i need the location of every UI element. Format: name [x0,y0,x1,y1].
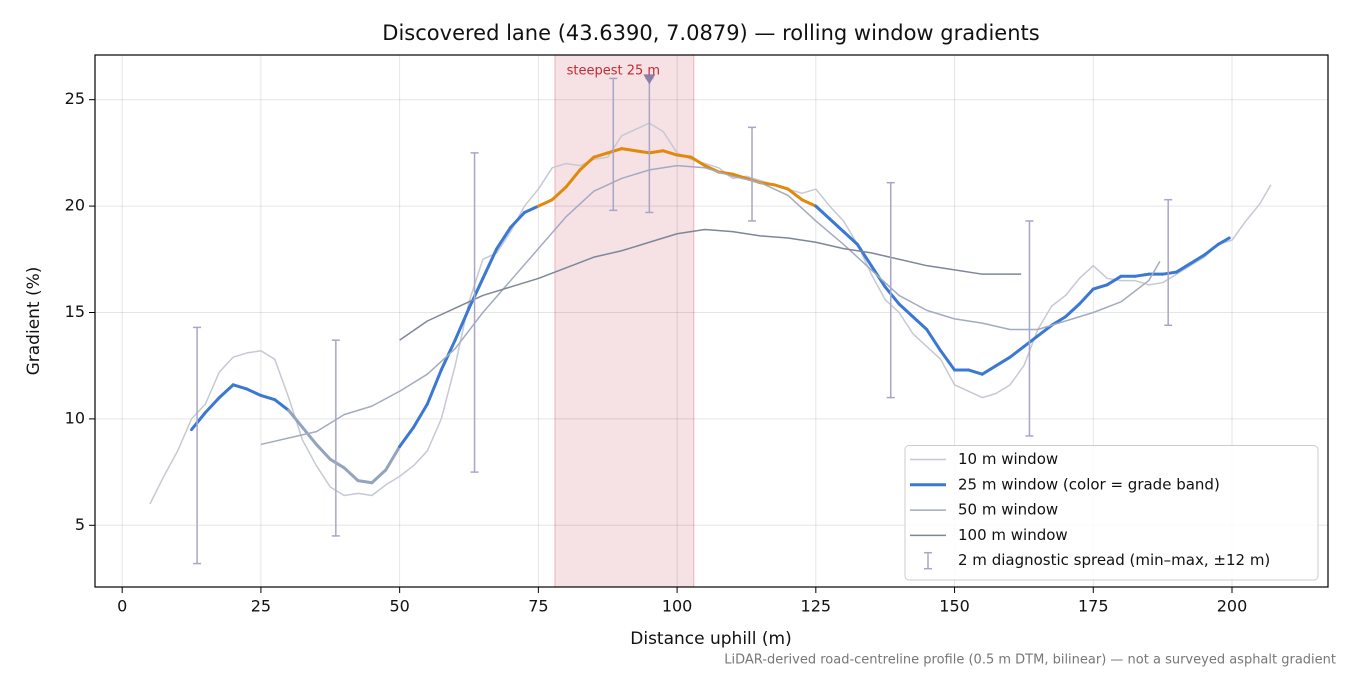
legend-box [904,445,1319,581]
series-segment [398,425,416,449]
series-segment [675,153,693,159]
series-segment [1133,272,1151,278]
series-segment [1022,334,1040,349]
x-axis-label: Distance uphill (m) [630,629,791,649]
series-segment [980,364,998,376]
series-segment [328,457,346,470]
series-segment [1077,287,1095,306]
y-tick-label: 10 [65,408,85,427]
series-segment [1202,242,1220,257]
series-line [149,122,1272,505]
series-segment [1175,262,1192,274]
series-segment [883,285,901,306]
series-segment [592,151,610,159]
x-tick-label: 75 [528,597,548,616]
y-tick-label: 5 [75,515,85,534]
series-line [260,164,1161,446]
series-segment [356,479,374,485]
legend-label: 2 m diagnostic spread (min–max, ±12 m) [958,551,1270,569]
series-segment [217,383,235,400]
series-segment [1105,274,1123,287]
x-tick-label: 50 [389,597,409,616]
series-segment [564,168,582,189]
series-segment [412,402,429,429]
series-segment [786,187,804,202]
series-line [399,228,1022,341]
legend-label: 50 m window [958,501,1058,519]
series-segment [620,147,637,153]
legend-label: 25 m window (color = grade band) [958,475,1220,493]
series-segment [550,185,568,202]
x-tick-label: 125 [801,597,832,616]
series-segment [897,302,915,319]
x-tick-label: 100 [662,597,693,616]
series-segment [661,149,679,157]
series-segment [772,183,790,191]
x-tick-label: 150 [939,597,970,616]
series-segment [342,466,360,483]
series-segment [495,225,513,251]
series-segment [1064,302,1081,319]
series-segment [578,155,596,172]
series-segment [203,396,221,415]
footnote: LiDAR-derived road-centreline profile (0… [724,653,1336,668]
legend-label: 100 m window [958,526,1068,544]
x-tick-label: 175 [1078,597,1109,616]
series-segment [314,442,332,461]
legend-label: 10 m window [958,450,1058,468]
series-segment [273,398,291,412]
series-segment [384,445,402,472]
series-segment [800,198,818,208]
series-segment [301,425,318,446]
y-tick-label: 15 [65,302,85,321]
series-segment [453,306,471,342]
series-segment [1161,270,1179,276]
series-segment [925,328,943,353]
series-segment [1188,253,1206,266]
series-segment [536,198,554,208]
series-segment [190,411,207,432]
plot-frame [94,54,1329,588]
series-segment [287,408,305,429]
series-segment [425,368,443,406]
series-segment [994,355,1012,368]
series-segment [939,349,957,372]
x-tick-label: 25 [251,597,271,616]
series-segment [467,276,485,310]
peak-marker [643,74,656,85]
series-segment [814,204,832,221]
x-tick-label: 200 [1217,597,1248,616]
series-segment [1216,236,1231,246]
series-segment [1091,283,1109,291]
series-segment [689,155,707,168]
series-segment [828,217,846,234]
series-segment [481,247,499,280]
series-segment [966,368,984,376]
series-segment [842,230,859,246]
series-segment [855,242,873,268]
series-segment [633,149,651,155]
y-axis-label: Gradient (%) [24,267,44,376]
series-segment [231,383,249,391]
series-segment [731,172,748,180]
annotation: steepest 25 m [567,64,660,79]
series-segment [647,149,665,155]
series-segment [606,147,624,155]
series-segment [1008,345,1026,359]
series-segment [522,204,540,214]
series-segment [370,468,388,485]
y-tick-label: 20 [65,196,85,215]
series-segment [259,393,277,402]
series-segment [1036,323,1054,338]
y-tick-label: 25 [65,89,85,108]
series-segment [509,210,526,229]
x-tick-label: 0 [117,597,127,616]
chart-title: Discovered lane (43.6390, 7.0879) — roll… [382,21,1039,45]
series-segment [245,387,263,397]
series-segment [911,315,929,332]
